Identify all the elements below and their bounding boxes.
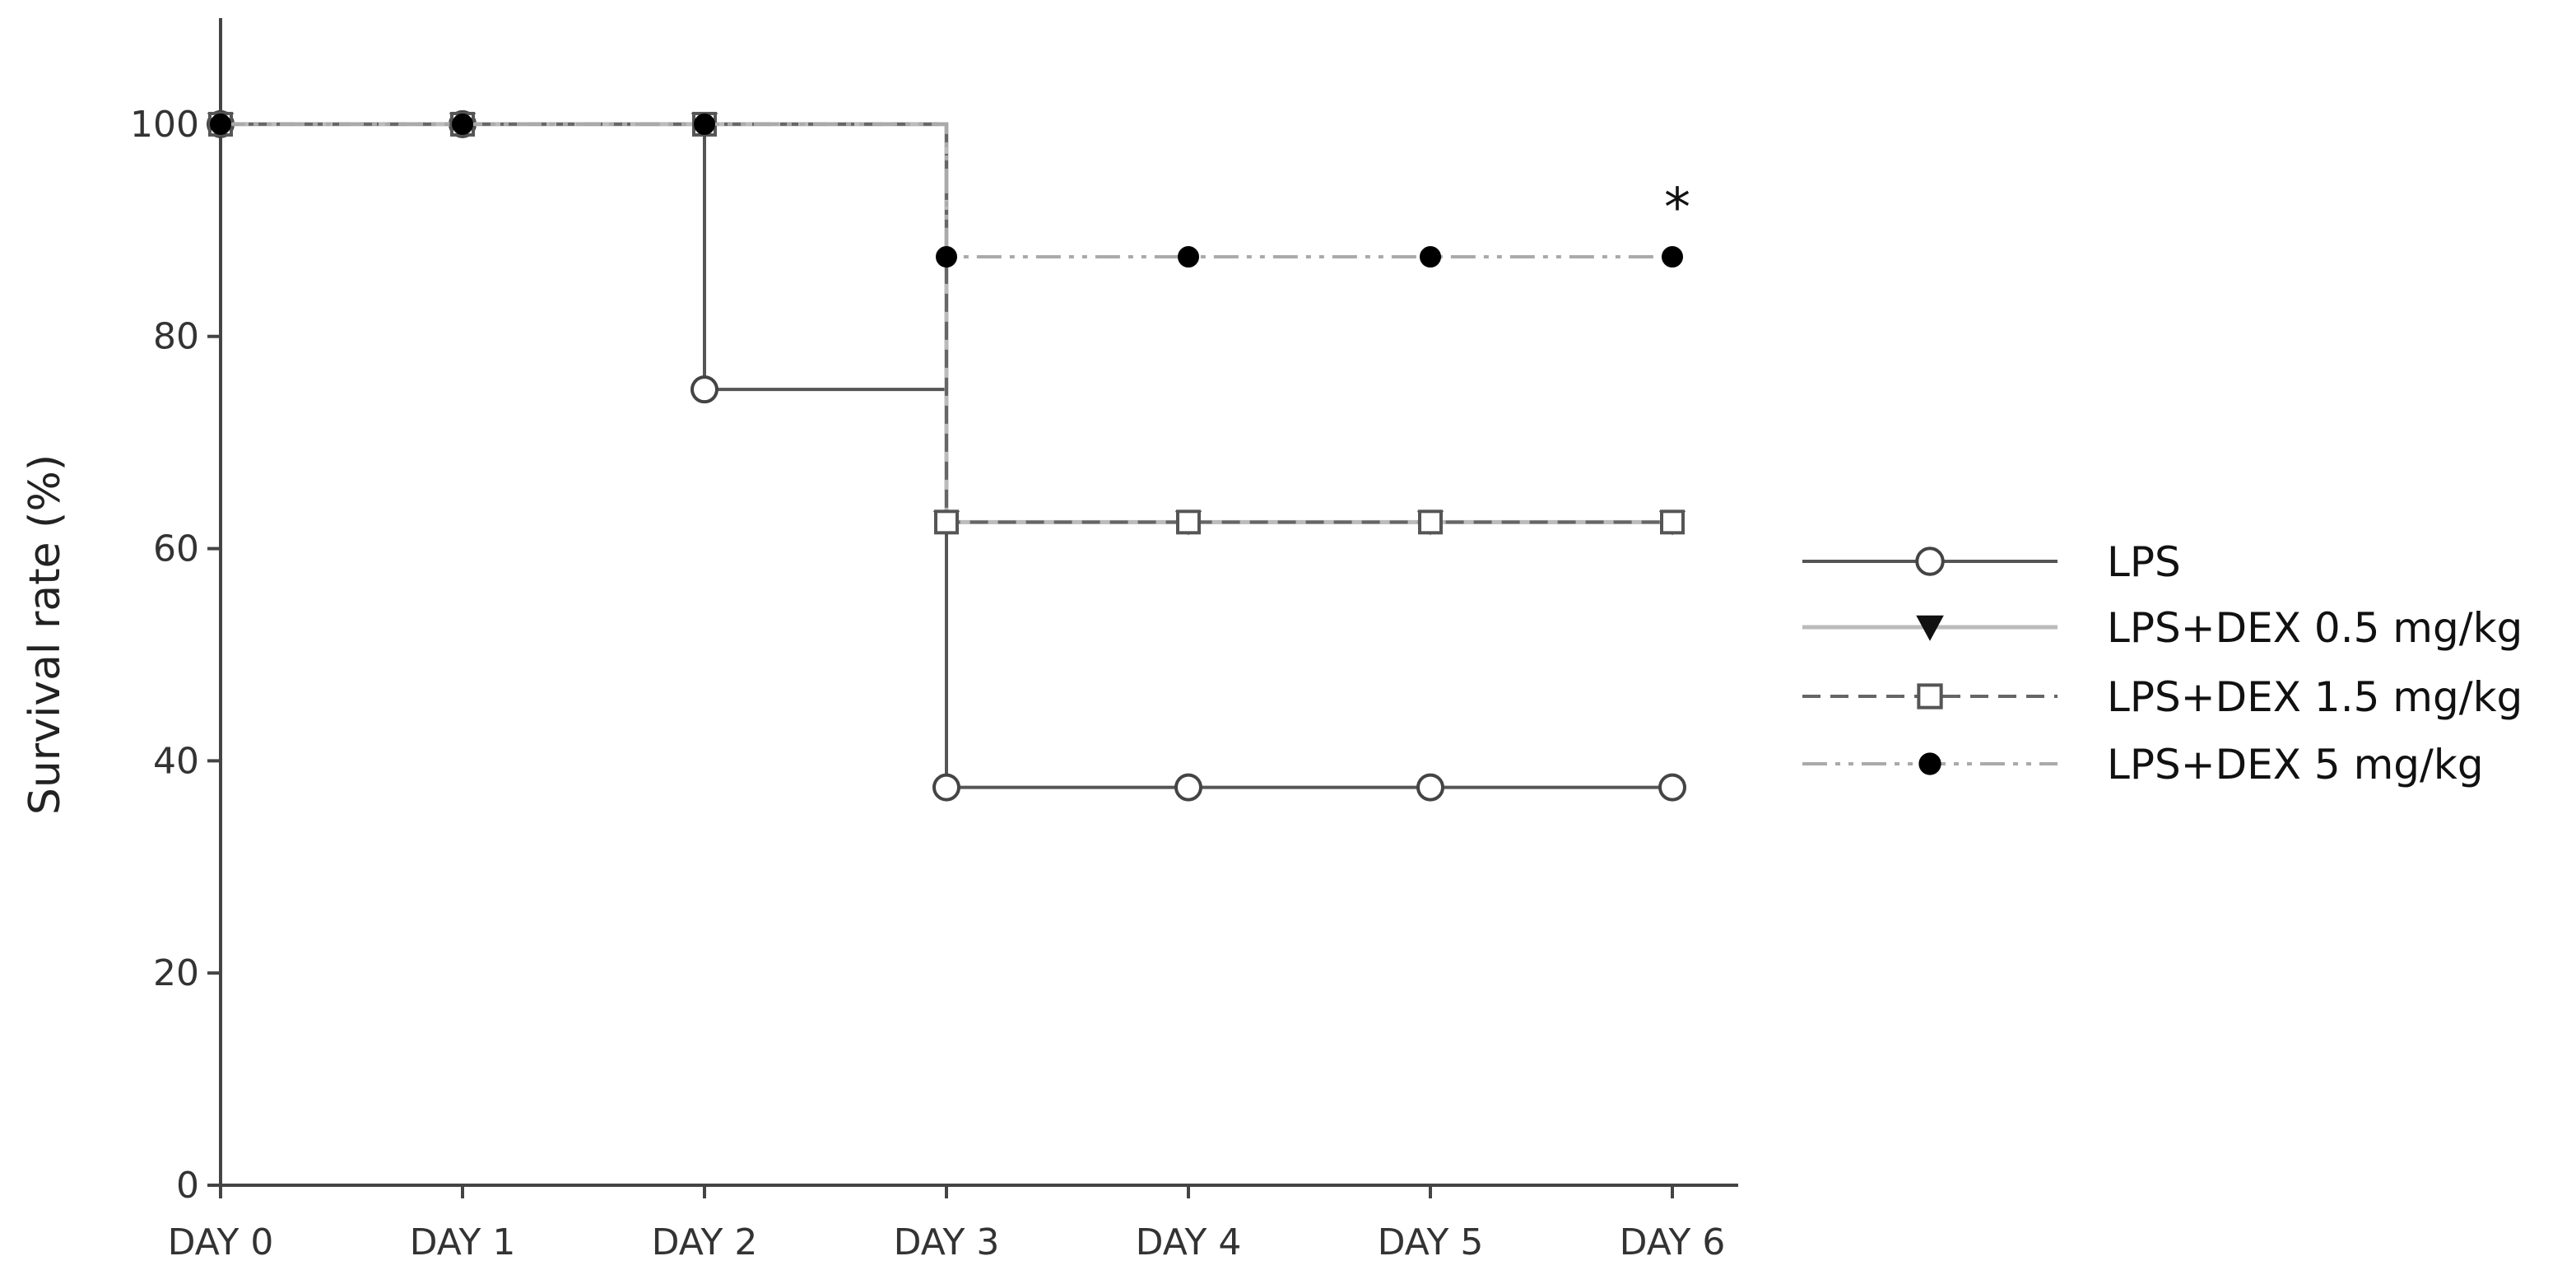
data-point <box>932 773 960 802</box>
axes <box>219 18 1738 1187</box>
series-line <box>221 122 1672 259</box>
y-axis-title: Survival rate (%) <box>21 454 70 815</box>
data-point <box>1658 773 1686 802</box>
series-3 <box>210 113 1683 268</box>
legend-item: LPS+DEX 0.5 mg/kg <box>1802 604 2523 652</box>
legend-label: LPS <box>2107 538 2181 586</box>
data-point <box>934 509 959 535</box>
data-point <box>1918 752 1941 775</box>
data-point <box>694 113 715 135</box>
annotations: * <box>1664 178 1690 239</box>
data-point <box>1176 509 1201 535</box>
data-point <box>210 113 231 135</box>
data-point <box>1420 246 1441 268</box>
data-point <box>1917 683 1943 709</box>
x-tick-label: DAY 5 <box>1378 1221 1484 1263</box>
x-tick-label: DAY 1 <box>410 1221 516 1263</box>
data-point <box>1915 547 1945 576</box>
data-point <box>1916 615 1944 641</box>
y-tick-label: 100 <box>130 104 199 146</box>
y-tick-label: 40 <box>153 740 199 782</box>
data-point <box>1662 246 1683 268</box>
x-tick-label: DAY 0 <box>168 1221 274 1263</box>
y-tick-label: 80 <box>153 316 199 358</box>
legend-label: LPS+DEX 0.5 mg/kg <box>2107 604 2523 652</box>
data-point <box>1174 773 1202 802</box>
legend-item: LPS+DEX 5 mg/kg <box>1802 741 2484 789</box>
x-tick-label: DAY 6 <box>1620 1221 1726 1263</box>
data-point <box>1418 509 1443 535</box>
x-tick-label: DAY 3 <box>894 1221 1000 1263</box>
x-tick-label: DAY 2 <box>652 1221 758 1263</box>
data-point <box>1416 773 1444 802</box>
data-point <box>690 375 718 404</box>
series-line <box>221 122 1672 524</box>
x-axis-ticks: DAY 0 DAY 1 DAY 2 DAY 3 DAY 4 DAY 5 DAY 6 <box>168 1185 1726 1263</box>
data-point <box>452 113 473 135</box>
significance-annotation: * <box>1664 178 1690 239</box>
legend-label: LPS+DEX 1.5 mg/kg <box>2107 673 2523 721</box>
y-tick-label: 60 <box>153 528 199 570</box>
x-tick-label: DAY 4 <box>1136 1221 1242 1263</box>
y-axis-ticks: 0 20 40 60 80 100 <box>130 104 221 1207</box>
data-point <box>936 246 957 268</box>
y-tick-label: 0 <box>176 1165 199 1207</box>
data-point <box>1660 509 1685 535</box>
legend: LPS LPS+DEX 0.5 mg/kg LPS+DEX 1.5 mg/kg LPS… <box>1802 538 2523 789</box>
y-tick-label: 20 <box>153 952 199 994</box>
legend-item: LPS <box>1802 538 2181 586</box>
legend-label: LPS+DEX 5 mg/kg <box>2107 741 2484 789</box>
data-point <box>1178 246 1199 268</box>
plot-series <box>207 109 1686 802</box>
legend-item: LPS+DEX 1.5 mg/kg <box>1802 673 2523 721</box>
